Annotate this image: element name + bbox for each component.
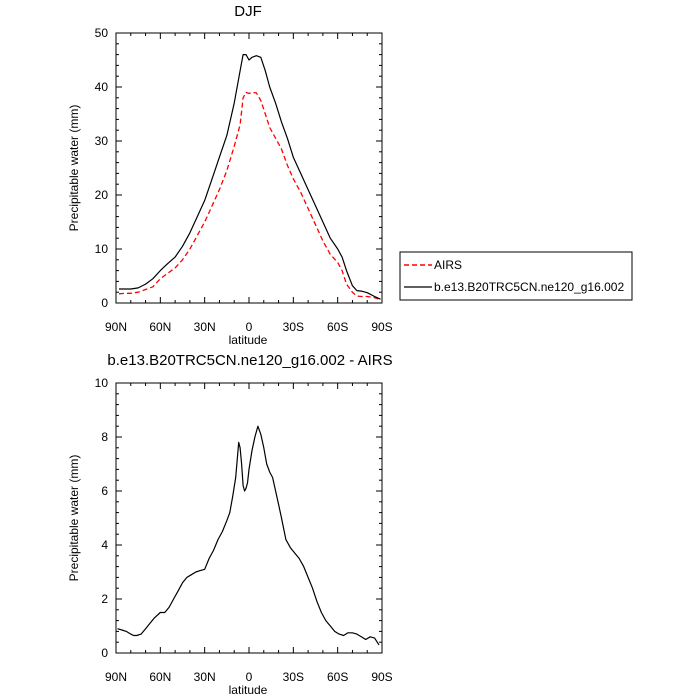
- bottom-x-tick-label: 90S: [371, 670, 392, 684]
- top-y-tick-label: 10: [95, 242, 109, 256]
- legend: AIRS b.e13.B20TRC5CN.ne120_g16.002: [399, 251, 633, 301]
- top-x-tick-label: 30N: [194, 320, 216, 334]
- bottom-x-tick-label: 30N: [194, 670, 216, 684]
- bottom-chart-xlabel: latitude: [229, 683, 268, 697]
- bottom-chart-title: b.e13.B20TRC5CN.ne120_g16.002 - AIRS: [107, 352, 392, 369]
- top-y-tick-label: 20: [95, 188, 109, 202]
- bottom-y-tick-label: 10: [95, 376, 109, 390]
- bottom-x-tick-label: 60S: [327, 670, 348, 684]
- bottom-y-tick-label: 6: [101, 484, 108, 498]
- bottom-plot-frame: [115, 382, 383, 654]
- bottom-series-difference-line: [117, 425, 380, 646]
- top-chart-title: DJF: [234, 3, 262, 20]
- bottom-y-tick-label: 4: [101, 538, 108, 552]
- bottom-y-tick-label: 0: [101, 646, 108, 660]
- top-series-airs-line: [118, 91, 381, 301]
- top-plot-frame: [115, 32, 383, 304]
- top-x-tick-label: 90N: [105, 320, 127, 334]
- top-y-tick-label: 50: [95, 26, 109, 40]
- top-x-tick-label: 90S: [371, 320, 392, 334]
- top-x-tick-label: 30S: [283, 320, 304, 334]
- legend-airs-label: AIRS: [434, 258, 462, 272]
- top-x-tick-label: 0: [246, 320, 253, 334]
- bottom-x-tick-label: 30S: [283, 670, 304, 684]
- bottom-y-tick-label: 2: [101, 592, 108, 606]
- top-chart-ylabel: Precipitable water (mm): [67, 105, 81, 232]
- bottom-x-tick-label: 60N: [149, 670, 171, 684]
- bottom-x-tick-label: 90N: [105, 670, 127, 684]
- top-y-tick-label: 40: [95, 80, 109, 94]
- top-x-tick-label: 60S: [327, 320, 348, 334]
- top-x-tick-label: 60N: [149, 320, 171, 334]
- bottom-y-tick-label: 8: [101, 430, 108, 444]
- top-series-model-line: [119, 53, 381, 300]
- top-chart: DJF latitude Precipitable water (mm) 90N…: [67, 3, 393, 347]
- bottom-chart: b.e13.B20TRC5CN.ne120_g16.002 - AIRS lat…: [67, 352, 393, 697]
- top-y-tick-label: 30: [95, 134, 109, 148]
- bottom-chart-ylabel: Precipitable water (mm): [67, 455, 81, 582]
- bottom-x-tick-label: 0: [246, 670, 253, 684]
- top-chart-xlabel: latitude: [229, 333, 268, 347]
- legend-model-label: b.e13.B20TRC5CN.ne120_g16.002: [434, 280, 624, 294]
- top-y-tick-label: 0: [101, 296, 108, 310]
- legend-box: [399, 251, 633, 301]
